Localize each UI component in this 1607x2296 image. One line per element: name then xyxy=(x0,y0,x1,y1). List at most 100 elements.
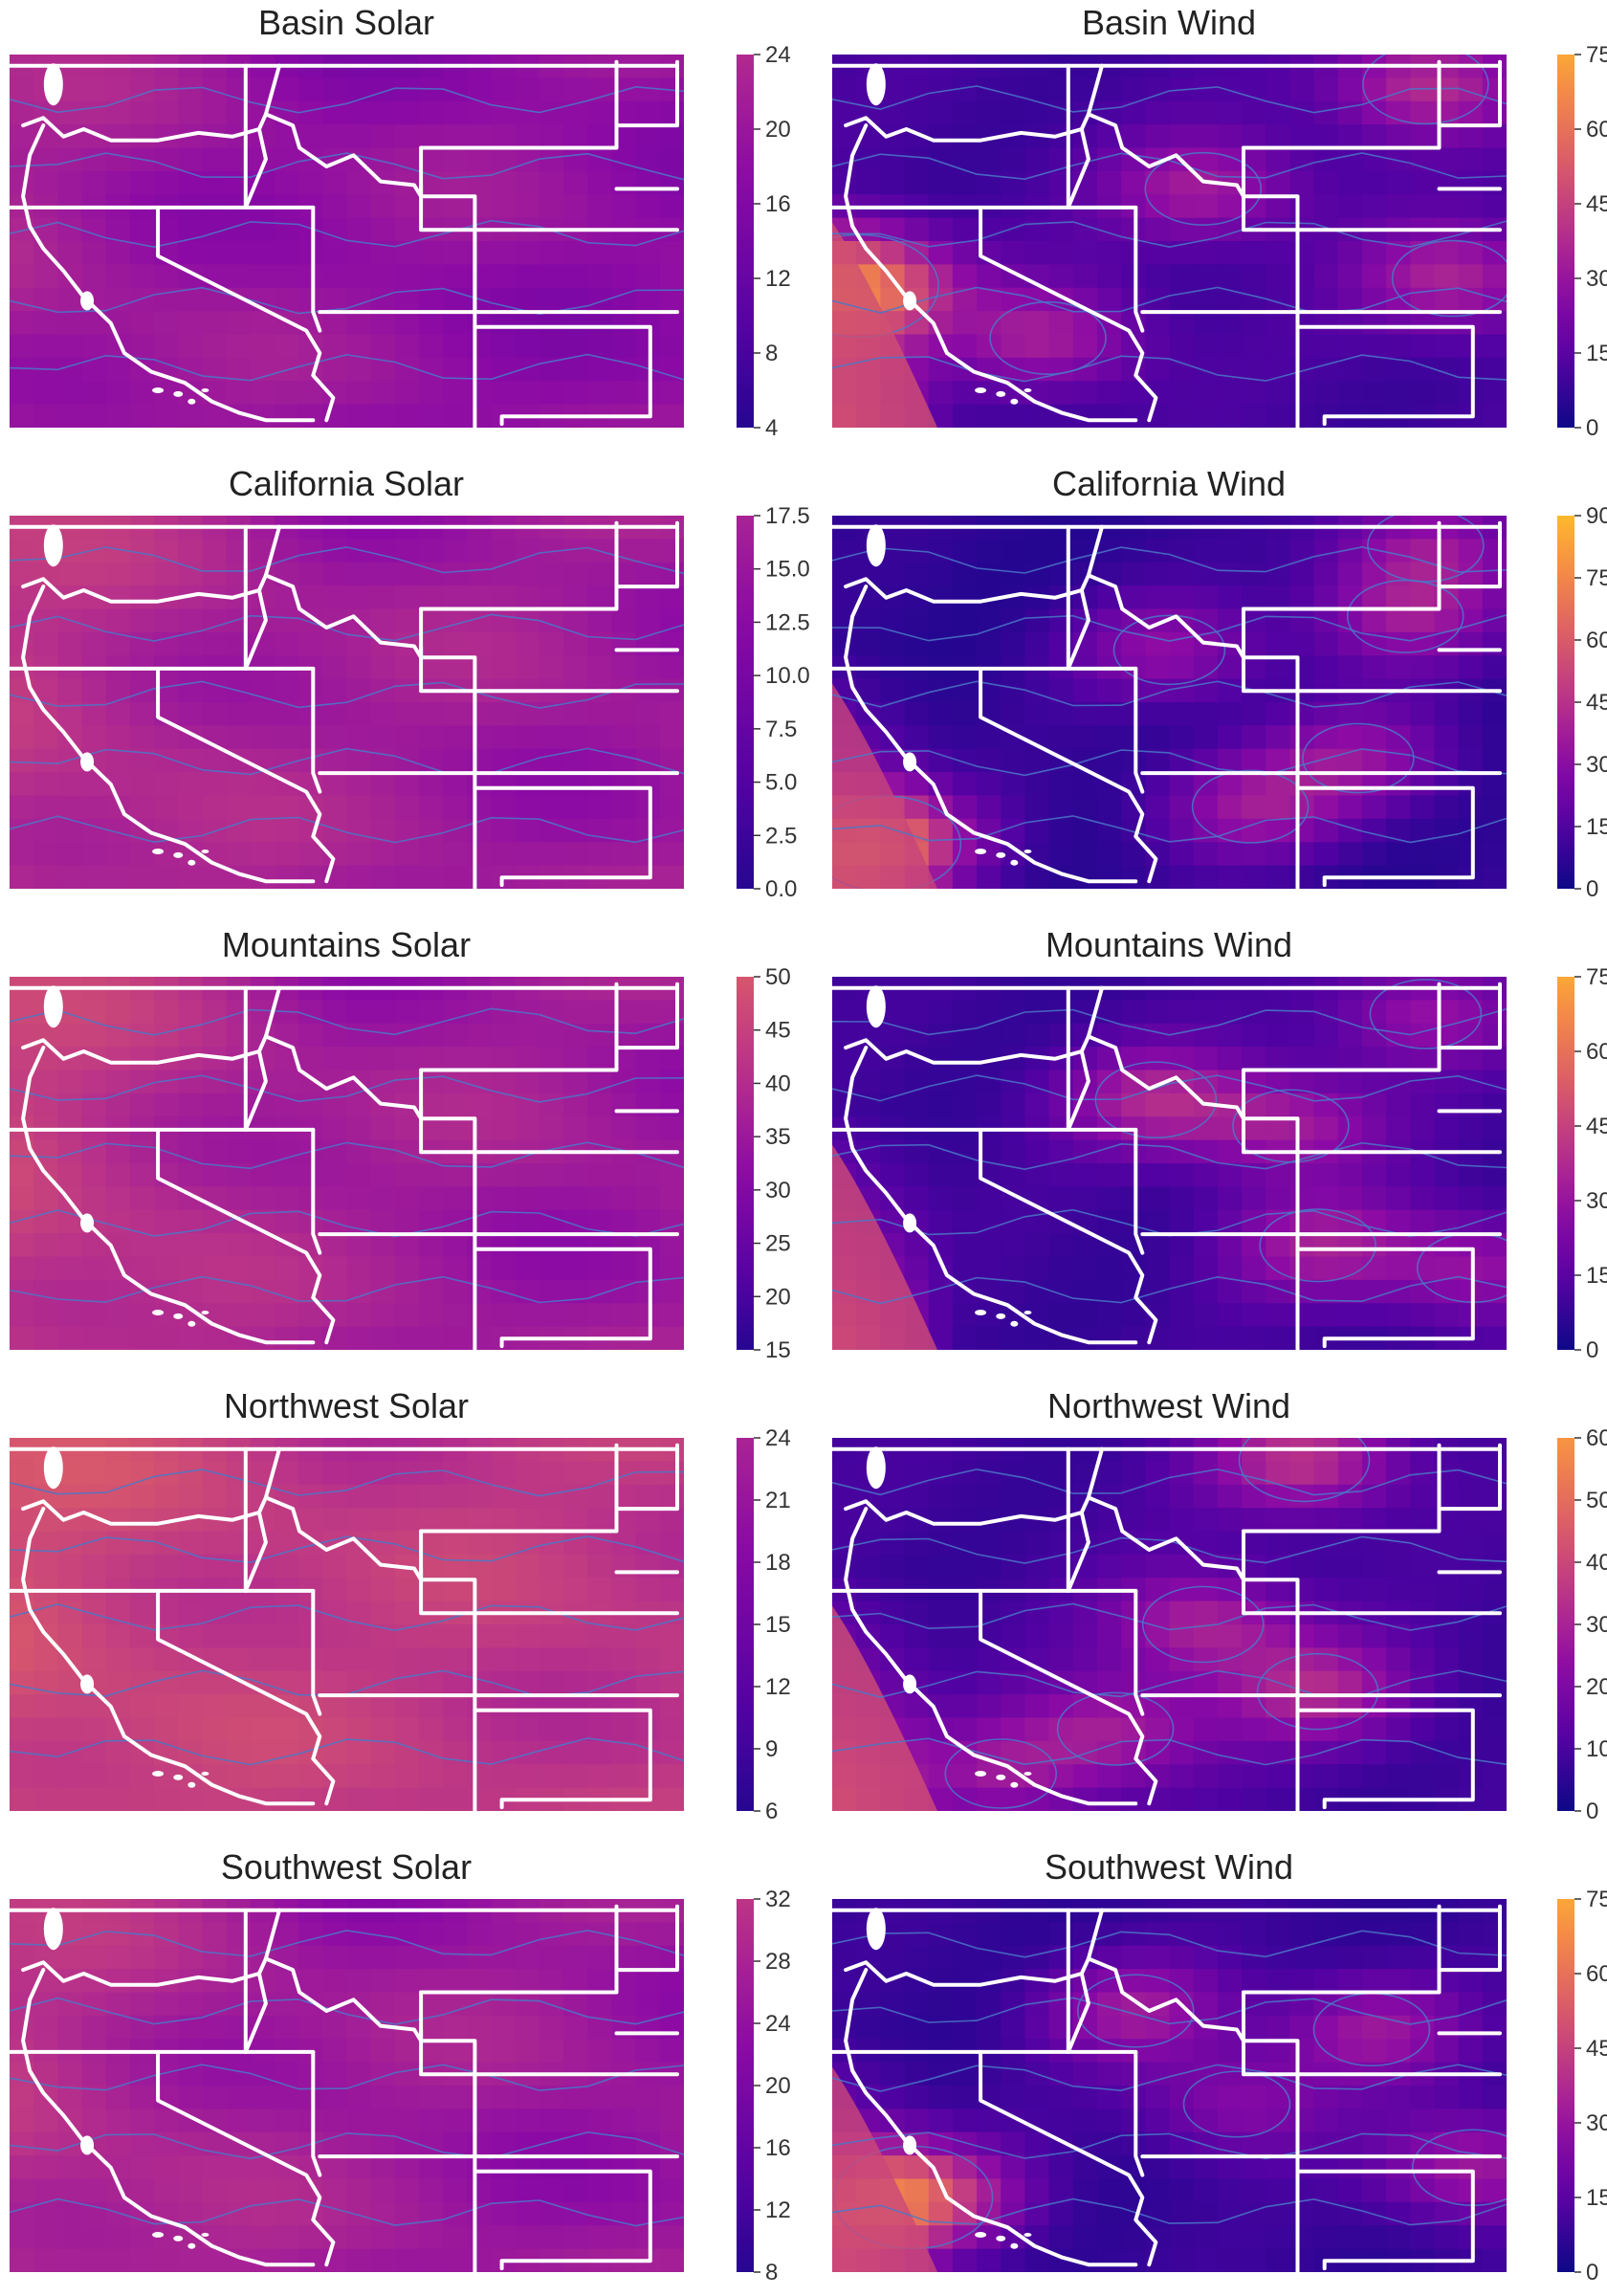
channel-island xyxy=(996,2235,1006,2241)
colorbar-tick-label: 60 xyxy=(1586,117,1607,143)
bay-shape xyxy=(80,1674,95,1694)
state-boundary xyxy=(1437,520,1502,589)
state-boundary xyxy=(21,1038,261,1065)
coastal-wind-zone xyxy=(832,1605,937,1811)
bay-shape xyxy=(903,2135,917,2155)
state-boundary xyxy=(1437,1904,1502,1973)
contour-line xyxy=(10,1209,684,1238)
state-boundary xyxy=(1295,785,1475,888)
colorbar-tick-label: 24 xyxy=(765,1425,791,1451)
california-wind-colorbar xyxy=(1557,516,1574,889)
colorbar-tick-label: 7.5 xyxy=(765,717,797,742)
basin-solar-panel: Basin Solar 4 8 12 16 20 24 xyxy=(10,3,791,441)
colorbar-tick-label: 30 xyxy=(765,1178,791,1203)
state-boundary xyxy=(243,524,281,671)
wind-hotspot xyxy=(1256,1652,1379,1731)
state-boundary xyxy=(311,1588,322,1716)
puget-sound-shape xyxy=(866,524,886,567)
state-boundary xyxy=(419,1068,679,1155)
colorbar-tick-label: 16 xyxy=(765,191,791,217)
wind-hotspot xyxy=(1369,979,1483,1049)
contour-line xyxy=(10,152,684,181)
contour-line xyxy=(10,1468,684,1497)
contour-line xyxy=(10,680,684,709)
state-boundary xyxy=(979,205,1158,423)
channel-island xyxy=(173,2235,184,2241)
state-boundary xyxy=(1242,607,1502,694)
state-boundary xyxy=(1066,985,1104,1132)
colorbar-tick-label: 45 xyxy=(1586,2036,1607,2062)
state-boundary xyxy=(1066,63,1104,210)
southwest-solar-colorbar xyxy=(737,1899,754,2272)
channel-island xyxy=(152,1771,165,1777)
state-boundary xyxy=(979,1588,1158,1806)
wind-hotspot xyxy=(944,1738,1058,1809)
colorbar-tick-label: 45 xyxy=(765,1018,791,1044)
colorbar-tick-label: 30 xyxy=(1586,266,1607,292)
channel-island xyxy=(173,1774,184,1780)
state-boundary xyxy=(1086,112,1245,199)
contour-line xyxy=(10,2197,684,2227)
channel-island xyxy=(201,2233,209,2237)
state-boundary xyxy=(21,1507,316,1806)
state-boundary xyxy=(21,1046,316,1345)
state-boundary xyxy=(844,585,1138,884)
channel-island xyxy=(201,850,209,853)
bay-shape xyxy=(903,752,917,772)
state-boundary xyxy=(419,1529,679,1616)
channel-island xyxy=(1010,2242,1019,2249)
coastal-wind-zone xyxy=(832,2066,937,2272)
contour-line xyxy=(832,286,1507,315)
state-boundary xyxy=(1066,1908,1104,2054)
state-boundary xyxy=(1242,145,1502,232)
coastal-wind-zone xyxy=(832,683,937,889)
mountains-wind-colorbar xyxy=(1557,977,1574,1350)
puget-sound-shape xyxy=(43,1446,63,1490)
contour-line xyxy=(832,1737,1507,1766)
colorbar-tick-label: 30 xyxy=(1586,1188,1607,1214)
basin-wind-panel: Basin Wind 0 15 30 45 60 75 xyxy=(832,3,1607,441)
northwest-solar-colorbar xyxy=(737,1438,754,1811)
colorbar-tick-label: 18 xyxy=(765,1550,791,1576)
colorbar-tick-label: 60 xyxy=(1586,1425,1607,1451)
california-solar-title: California Solar xyxy=(229,464,464,503)
state-boundary xyxy=(419,607,679,694)
colorbar-tick-label: 15.0 xyxy=(765,557,810,583)
colorbar-tick-label: 8 xyxy=(765,2260,778,2285)
colorbar-tick-label: 25 xyxy=(765,1231,791,1257)
contour-line xyxy=(832,748,1507,777)
contour-line xyxy=(10,286,684,316)
state-boundary xyxy=(21,585,316,884)
colorbar-tick-label: 12 xyxy=(765,266,791,292)
colorbar-tick-label: 12 xyxy=(765,1674,791,1700)
california-solar-panel: California Solar 0.0 2.5 5.0 7.5 10.0 12.5 15.0… xyxy=(10,464,810,902)
colorbar-tick-label: 40 xyxy=(765,1071,791,1096)
southwest-wind-map xyxy=(832,1899,1507,2272)
state-boundary xyxy=(614,982,679,1050)
colorbar-tick-label: 35 xyxy=(765,1124,791,1150)
mountains-solar-map xyxy=(10,977,684,1350)
southwest-solar-panel: Southwest Solar 8 12 16 20 24 28 32 xyxy=(10,1847,791,2285)
colorbar-tick-label: 75 xyxy=(1586,1887,1607,1912)
mountains-solar-title: Mountains Solar xyxy=(222,925,471,964)
contour-line xyxy=(10,2130,684,2160)
state-boundary xyxy=(21,1960,261,1987)
channel-island xyxy=(187,1320,196,1327)
basin-wind-colorbar xyxy=(1557,55,1574,428)
colorbar-tick-label: 45 xyxy=(1586,690,1607,716)
colorbar-tick-label: 75 xyxy=(1586,565,1607,591)
state-boundary xyxy=(419,982,619,1072)
channel-island xyxy=(187,398,196,405)
colorbar-tick-label: 10.0 xyxy=(765,663,810,689)
colorbar-tick-label: 4 xyxy=(765,415,778,441)
state-boundary xyxy=(419,145,679,232)
channel-island xyxy=(1010,1781,1019,1788)
colorbar-tick-label: 75 xyxy=(1586,964,1607,990)
state-boundary xyxy=(614,1904,679,1973)
colorbar-tick-label: 16 xyxy=(765,2135,791,2161)
northwest-wind-panel: Northwest Wind 0 10 20 30 40 50 60 xyxy=(832,1386,1607,1824)
channel-island xyxy=(975,849,987,854)
channel-island xyxy=(1024,2233,1032,2237)
state-boundary xyxy=(311,666,322,794)
contour-line xyxy=(832,1997,1507,2025)
